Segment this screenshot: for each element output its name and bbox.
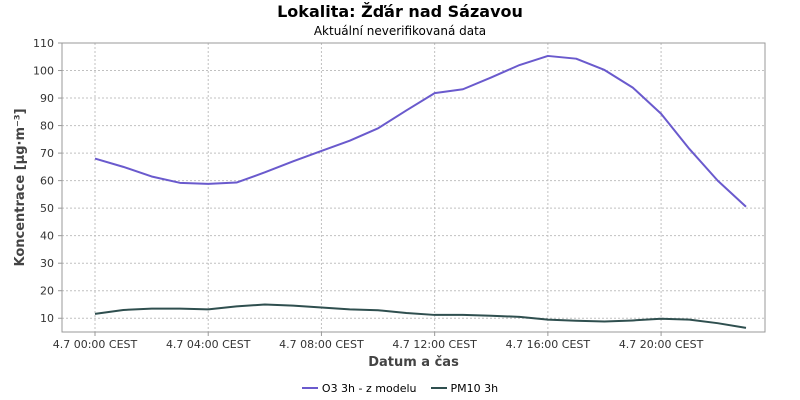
chart-title: Lokalita: Žďár nad Sázavou [277, 2, 523, 21]
y-tick-label: 30 [40, 257, 54, 270]
y-tick-label: 90 [40, 92, 54, 105]
y-axis-title: Koncentrace [µg·m⁻³] [13, 108, 28, 266]
x-tick-label: 4.7 12:00 CEST [392, 338, 477, 351]
y-tick-label: 20 [40, 285, 54, 298]
y-tick-label: 50 [40, 202, 54, 215]
series-layer [94, 54, 747, 329]
x-tick-label: 4.7 20:00 CEST [619, 338, 704, 351]
x-tick-label: 4.7 00:00 CEST [53, 338, 138, 351]
legend-swatch [430, 387, 447, 389]
legend: O3 3h - z modelu PM10 3h [0, 378, 800, 398]
legend-item: PM10 3h [430, 381, 499, 395]
x-axis-title: Datum a čas [368, 355, 459, 370]
legend-item: O3 3h - z modelu [301, 381, 417, 395]
y-tick-label: 70 [40, 147, 54, 160]
gridlines [62, 42, 765, 332]
x-tick-label: 4.7 16:00 CEST [506, 338, 591, 351]
y-tick-label: 40 [40, 230, 54, 243]
legend-label: PM10 3h [450, 381, 499, 395]
x-tick-label: 4.7 08:00 CEST [279, 338, 364, 351]
series-line-o3 [94, 54, 747, 208]
y-tick-label: 80 [40, 120, 54, 133]
y-axis-ticks: 10 20 30 40 50 60 70 80 90 100 110 [33, 37, 62, 325]
x-axis-ticks: 4.7 00:00 CEST 4.7 04:00 CEST 4.7 08:00 CE… [53, 332, 704, 351]
y-tick-label: 60 [40, 175, 54, 188]
legend-swatch [301, 387, 318, 389]
y-tick-label: 100 [33, 65, 54, 78]
y-tick-label: 10 [40, 312, 54, 325]
x-tick-label: 4.7 04:00 CEST [166, 338, 251, 351]
chart-subtitle: Aktuální neverifikovaná data [313, 24, 487, 38]
plot-area [61, 42, 766, 333]
series-line-pm10 [94, 303, 747, 329]
legend-label: O3 3h - z modelu [321, 381, 417, 395]
y-tick-label: 110 [33, 37, 54, 50]
